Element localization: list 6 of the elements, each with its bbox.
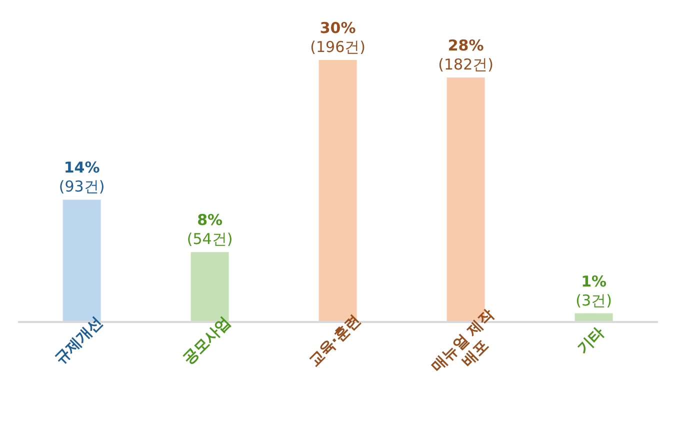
x-tick-label: 기타 (573, 323, 608, 358)
data-label: 30% (196건) (310, 19, 366, 56)
data-label: 14% (93건) (58, 158, 105, 196)
data-label: 1% (3건) (576, 272, 612, 310)
data-label: 28% (182건) (438, 36, 494, 74)
data-label: 8% (54건) (186, 211, 233, 248)
